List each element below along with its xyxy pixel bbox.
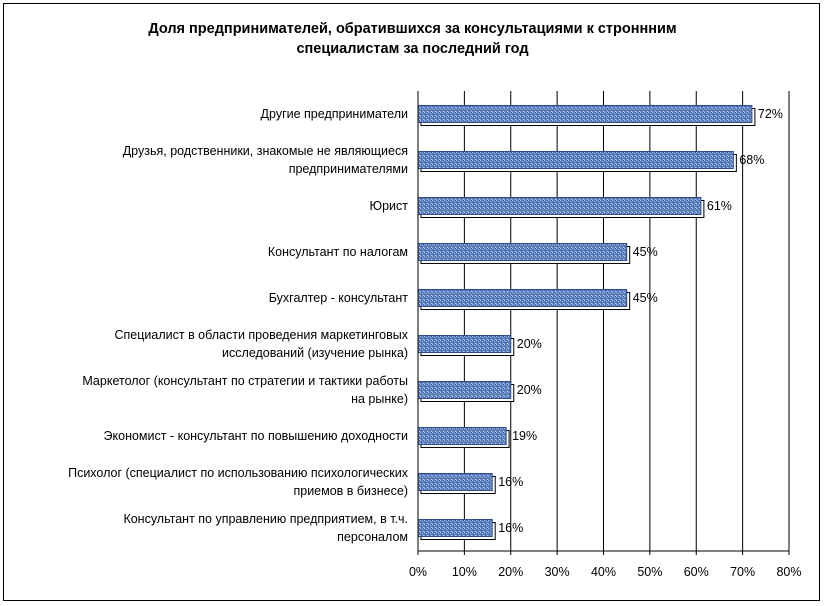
category-label: Бухгалтер - консультант <box>269 291 409 305</box>
bar <box>417 519 493 537</box>
bar <box>417 105 753 123</box>
category-label-line: Юрист <box>369 199 408 213</box>
category-label-line: Другие предприниматели <box>261 107 408 121</box>
category-label-line: Бухгалтер - консультант <box>269 291 409 305</box>
category-label-line: Маркетолог (консультант по стратегии и т… <box>82 374 408 388</box>
category-label: Консультант по управлению предприятием, … <box>123 512 408 544</box>
chart-title-line-2: специалистам за последний год <box>296 41 529 57</box>
category-label: Консультант по налогам <box>268 245 408 259</box>
data-label: 20% <box>517 383 542 397</box>
category-label: Другие предприниматели <box>261 107 408 121</box>
category-label-line: Психолог (специалист по использованию пс… <box>68 466 409 480</box>
category-label-line: Специалист в области проведения маркетин… <box>115 328 409 342</box>
bar <box>417 381 512 399</box>
x-tick-label: 40% <box>591 565 616 579</box>
bar <box>417 289 628 307</box>
bar <box>417 473 493 491</box>
category-label-line: на рынке) <box>351 392 408 406</box>
x-axis: 0% 10% 20% 30% 40% 50% 60% 70% 80% <box>409 91 802 579</box>
category-label-line: исследований (изучение рынка) <box>222 346 408 360</box>
x-tick-label: 30% <box>545 565 570 579</box>
category-label-line: Консультант по налогам <box>268 245 408 259</box>
category-labels: Другие предприниматели Друзья, родственни… <box>68 107 409 544</box>
data-label: 16% <box>498 475 523 489</box>
category-label-line: приемов в бизнесе) <box>293 484 408 498</box>
category-label-line: Экономист - консультант по повышению дох… <box>104 429 408 443</box>
bar <box>417 243 628 261</box>
x-tick-label: 70% <box>730 565 755 579</box>
category-label-line: персоналом <box>337 530 408 544</box>
category-label: Специалист в области проведения маркетин… <box>115 328 409 360</box>
category-label: Маркетолог (консультант по стратегии и т… <box>82 374 408 406</box>
data-label: 72% <box>758 107 783 121</box>
category-label-line: предпринимателями <box>289 162 408 176</box>
bar <box>417 151 734 169</box>
data-label: 45% <box>633 245 658 259</box>
chart-frame <box>3 3 820 601</box>
chart-title-line-1: Доля предпринимателей, обратившихся за к… <box>148 21 677 37</box>
bars <box>417 105 756 540</box>
category-label: Психолог (специалист по использованию пс… <box>68 466 409 498</box>
x-tick-label: 50% <box>637 565 662 579</box>
x-tick-label: 20% <box>498 565 523 579</box>
x-tick-label: 0% <box>409 565 427 579</box>
data-label: 68% <box>739 153 764 167</box>
chart-title: Доля предпринимателей, обратившихся за к… <box>0 19 825 59</box>
bar <box>417 427 507 445</box>
data-label: 16% <box>498 521 523 535</box>
data-label: 61% <box>707 199 732 213</box>
x-tick-label: 10% <box>452 565 477 579</box>
bar <box>417 197 702 215</box>
category-label: Экономист - консультант по повышению дох… <box>104 429 408 443</box>
category-label-line: Друзья, родственники, знакомые не являющ… <box>123 144 408 158</box>
category-label-line: Консультант по управлению предприятием, … <box>123 512 408 526</box>
x-tick-label: 60% <box>684 565 709 579</box>
category-label: Юрист <box>369 199 408 213</box>
data-label: 19% <box>512 429 537 443</box>
data-labels: 72% 68% 61% 45% 45% 20% 20% 19% 16% 16% <box>498 107 783 535</box>
data-label: 20% <box>517 337 542 351</box>
bar <box>417 335 512 353</box>
data-label: 45% <box>633 291 658 305</box>
x-tick-label: 80% <box>776 565 801 579</box>
category-label: Друзья, родственники, знакомые не являющ… <box>123 144 408 176</box>
